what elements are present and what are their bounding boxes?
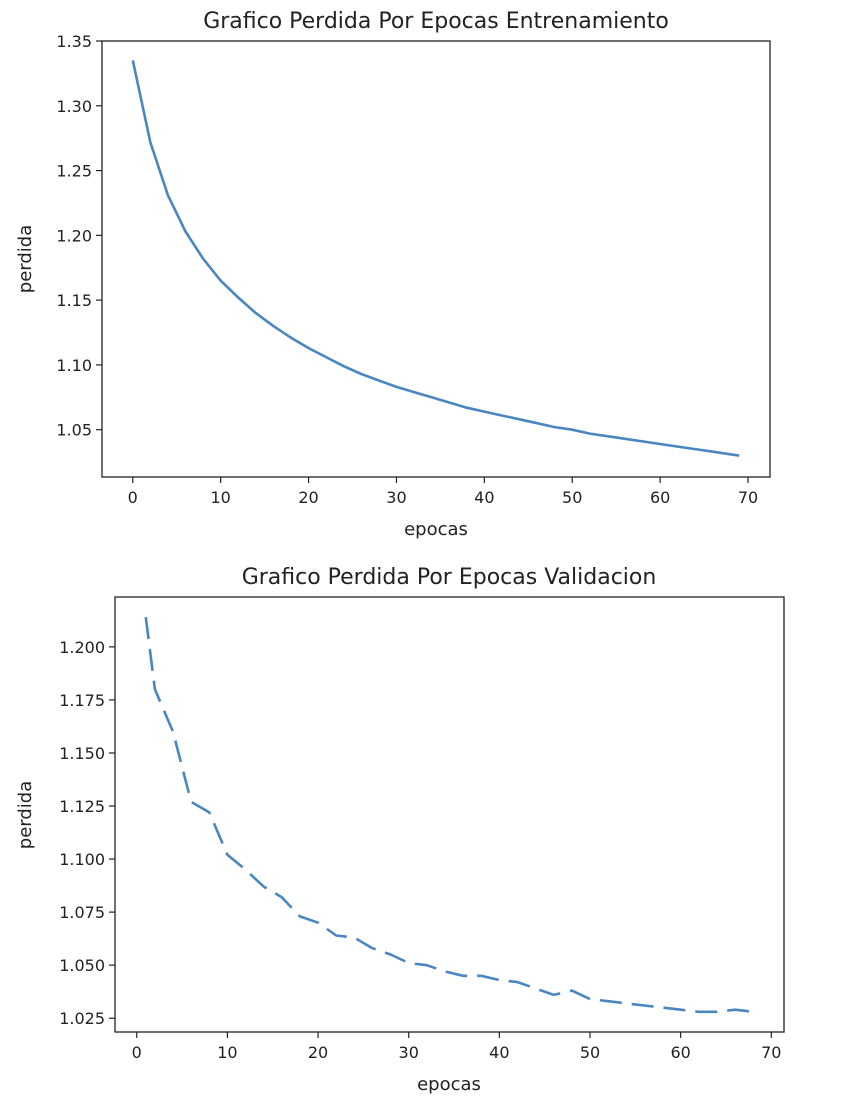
y-tick-label: 1.125 xyxy=(59,797,105,816)
x-tick-label: 0 xyxy=(132,1043,142,1062)
y-tick-label: 1.150 xyxy=(59,744,105,763)
y-tick-label: 1.025 xyxy=(59,1009,105,1028)
y-axis-label: perdida xyxy=(15,225,36,293)
x-tick-label: 70 xyxy=(738,488,758,507)
x-axis-label: epocas xyxy=(404,519,468,540)
y-tick-label: 1.10 xyxy=(56,356,92,375)
validation-loss-line xyxy=(144,617,754,1014)
plot-frame xyxy=(114,596,785,1033)
x-axis-ticks: 0 10 20 30 40 50 60 70 xyxy=(128,477,758,507)
y-tick-label: 1.20 xyxy=(56,226,92,245)
x-tick-label: 60 xyxy=(650,488,670,507)
y-tick-label: 1.175 xyxy=(59,691,105,710)
x-tick-label: 60 xyxy=(670,1043,690,1062)
y-tick-label: 1.050 xyxy=(59,956,105,975)
y-tick-label: 1.100 xyxy=(59,850,105,869)
x-tick-label: 50 xyxy=(580,1043,600,1062)
y-tick-label: 1.200 xyxy=(59,638,105,657)
plot-frame xyxy=(101,40,771,478)
x-tick-label: 30 xyxy=(399,1043,419,1062)
training-loss-line xyxy=(131,60,740,457)
x-tick-label: 30 xyxy=(386,488,406,507)
x-tick-label: 20 xyxy=(298,488,318,507)
x-tick-label: 40 xyxy=(474,488,494,507)
y-axis-ticks: 1.05 1.10 1.15 1.20 1.25 1.30 1.35 xyxy=(56,32,102,440)
x-tick-label: 0 xyxy=(128,488,138,507)
y-tick-label: 1.35 xyxy=(56,32,92,51)
x-tick-label: 50 xyxy=(562,488,582,507)
x-axis-label: epocas xyxy=(417,1074,481,1095)
chart-training-loss: Grafico Perdida Por Epocas Entrenamiento… xyxy=(15,9,771,540)
y-tick-label: 1.075 xyxy=(59,903,105,922)
x-tick-label: 10 xyxy=(217,1043,237,1062)
x-axis-ticks: 0 10 20 30 40 50 60 70 xyxy=(132,1032,781,1062)
y-axis-ticks: 1.025 1.050 1.075 1.100 1.125 1.150 1.175 1.200 xyxy=(59,638,115,1028)
y-axis-label: perdida xyxy=(15,781,36,849)
y-tick-label: 1.25 xyxy=(56,162,92,181)
chart-title: Grafico Perdida Por Epocas Validacion xyxy=(242,565,657,590)
chart-title: Grafico Perdida Por Epocas Entrenamiento xyxy=(203,9,669,34)
y-tick-label: 1.05 xyxy=(56,421,92,440)
x-tick-label: 20 xyxy=(308,1043,328,1062)
y-tick-label: 1.15 xyxy=(56,291,92,310)
y-tick-label: 1.30 xyxy=(56,97,92,116)
x-tick-label: 10 xyxy=(210,488,230,507)
chart-validation-loss: Grafico Perdida Por Epocas Validacion 1.… xyxy=(15,565,785,1095)
x-tick-label: 40 xyxy=(489,1043,509,1062)
x-tick-label: 70 xyxy=(761,1043,781,1062)
